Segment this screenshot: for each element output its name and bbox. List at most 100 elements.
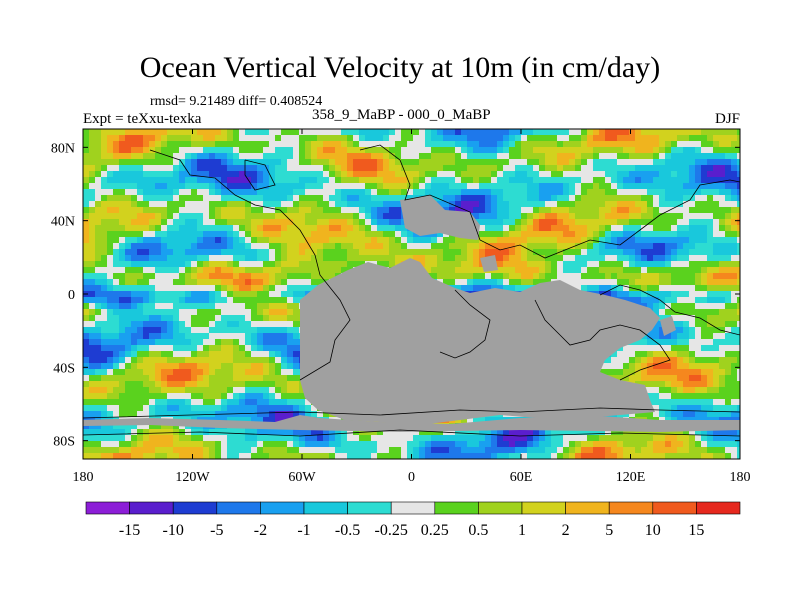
field-cell: [671, 237, 678, 244]
field-cell: [251, 195, 258, 202]
field-cell: [701, 375, 708, 382]
field-cell: [275, 225, 282, 232]
field-cell: [677, 345, 684, 352]
field-cell: [611, 243, 618, 250]
field-cell: [83, 321, 90, 328]
field-cell: [635, 153, 642, 160]
field-cell: [665, 207, 672, 214]
field-cell: [251, 369, 258, 376]
field-cell: [239, 267, 246, 274]
field-cell: [449, 171, 456, 178]
field-cell: [671, 165, 678, 172]
field-cell: [173, 351, 180, 358]
field-cell: [731, 351, 738, 358]
field-cell: [323, 183, 330, 190]
field-cell: [269, 357, 276, 364]
field-cell: [95, 261, 102, 268]
field-cell: [671, 339, 678, 346]
field-cell: [359, 147, 366, 154]
field-cell: [113, 147, 120, 154]
field-cell: [653, 375, 660, 382]
field-cell: [83, 297, 90, 304]
field-cell: [575, 183, 582, 190]
field-cell: [185, 225, 192, 232]
field-cell: [107, 135, 114, 142]
field-cell: [101, 345, 108, 352]
field-cell: [491, 171, 498, 178]
field-cell: [677, 303, 684, 310]
field-cell: [671, 303, 678, 310]
field-cell: [275, 129, 282, 136]
field-cell: [593, 243, 600, 250]
field-cell: [623, 363, 630, 370]
field-cell: [239, 375, 246, 382]
field-cell: [725, 231, 732, 238]
field-cell: [413, 153, 420, 160]
field-cell: [551, 237, 558, 244]
field-cell: [713, 201, 720, 208]
field-cell: [275, 207, 282, 214]
field-cell: [185, 141, 192, 148]
field-cell: [605, 261, 612, 268]
field-cell: [299, 141, 306, 148]
field-cell: [605, 291, 612, 298]
field-cell: [647, 381, 654, 388]
field-cell: [245, 147, 252, 154]
field-cell: [245, 201, 252, 208]
field-cell: [731, 165, 738, 172]
field-cell: [161, 213, 168, 220]
field-cell: [719, 279, 726, 286]
field-cell: [89, 219, 96, 226]
field-cell: [311, 171, 318, 178]
field-cell: [521, 153, 528, 160]
field-cell: [533, 249, 540, 256]
field-cell: [143, 261, 150, 268]
field-cell: [191, 321, 198, 328]
field-cell: [329, 267, 336, 274]
field-cell: [737, 357, 740, 364]
field-cell: [131, 363, 138, 370]
field-cell: [263, 177, 270, 184]
field-cell: [245, 189, 252, 196]
field-cell: [503, 231, 510, 238]
field-cell: [719, 177, 726, 184]
field-cell: [413, 147, 420, 154]
field-cell: [251, 339, 258, 346]
field-cell: [269, 237, 276, 244]
field-cell: [317, 243, 324, 250]
field-cell: [293, 273, 300, 280]
field-cell: [521, 243, 528, 250]
field-cell: [173, 399, 180, 406]
field-cell: [125, 303, 132, 310]
field-cell: [353, 189, 360, 196]
field-cell: [713, 183, 720, 190]
field-cell: [107, 381, 114, 388]
field-cell: [533, 171, 540, 178]
field-cell: [107, 273, 114, 280]
field-cell: [287, 273, 294, 280]
field-cell: [731, 135, 738, 142]
field-cell: [593, 183, 600, 190]
field-cell: [413, 141, 420, 148]
field-cell: [401, 243, 408, 250]
field-cell: [311, 183, 318, 190]
field-cell: [167, 249, 174, 256]
field-cell: [629, 357, 636, 364]
field-cell: [137, 339, 144, 346]
field-cell: [281, 225, 288, 232]
field-cell: [437, 261, 444, 268]
field-cell: [257, 219, 264, 226]
field-cell: [179, 153, 186, 160]
field-cell: [455, 147, 462, 154]
field-cell: [149, 159, 156, 166]
field-cell: [719, 333, 726, 340]
field-cell: [719, 291, 726, 298]
field-cell: [527, 183, 534, 190]
field-cell: [365, 237, 372, 244]
field-cell: [401, 225, 408, 232]
field-cell: [575, 189, 582, 196]
field-cell: [485, 159, 492, 166]
field-cell: [119, 327, 126, 334]
field-cell: [497, 153, 504, 160]
field-cell: [497, 237, 504, 244]
